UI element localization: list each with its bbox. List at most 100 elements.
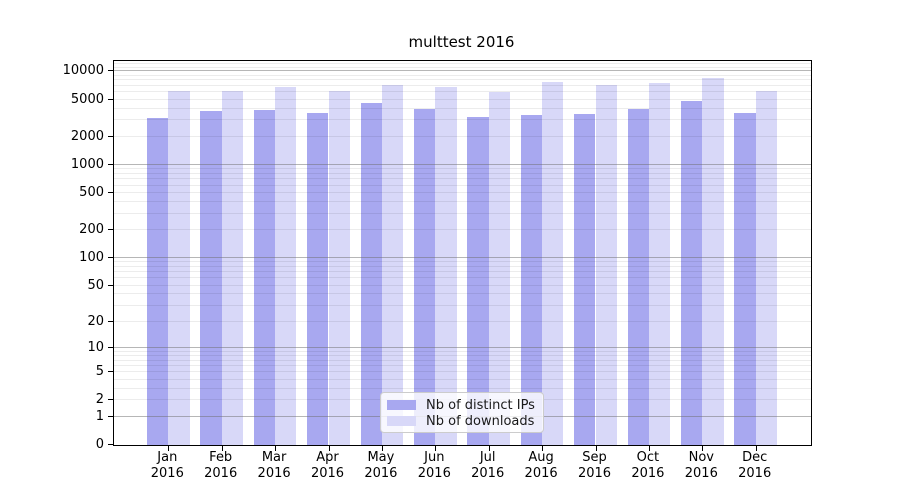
minor-gridline bbox=[114, 350, 811, 352]
x-axis-tick bbox=[542, 445, 544, 451]
major-gridline bbox=[114, 70, 811, 72]
x-axis-tick bbox=[381, 445, 383, 451]
x-axis-tick bbox=[221, 445, 223, 451]
y-axis-tick bbox=[108, 415, 114, 417]
minor-gridline bbox=[114, 284, 811, 286]
minor-gridline bbox=[114, 107, 811, 109]
y-tick-label: 1 bbox=[95, 408, 104, 424]
x-axis-tick bbox=[648, 445, 650, 451]
x-axis-tick bbox=[168, 445, 170, 451]
x-tick-label-month: May bbox=[367, 450, 395, 465]
minor-gridline bbox=[114, 119, 811, 121]
y-tick-label: 100 bbox=[79, 249, 104, 265]
x-tick-label: Jun 2016 bbox=[389, 450, 479, 481]
y-axis-tick bbox=[108, 163, 114, 165]
x-tick-label: Aug 2016 bbox=[496, 450, 586, 481]
bar-distinct-ips-jan bbox=[146, 118, 169, 445]
x-tick-label-year: 2016 bbox=[364, 465, 398, 481]
bar-downloads-dec bbox=[755, 90, 778, 445]
y-tick-label: 5000 bbox=[70, 91, 104, 107]
legend: Nb of distinct IPs Nb of downloads bbox=[380, 392, 544, 433]
minor-gridline bbox=[114, 228, 811, 230]
x-tick-label-month: Jan bbox=[157, 450, 178, 465]
bar-downloads-feb bbox=[221, 90, 244, 445]
bar-downloads-mar bbox=[275, 86, 297, 445]
bar-downloads-apr bbox=[328, 90, 350, 445]
minor-gridline bbox=[114, 365, 811, 367]
y-axis-tick bbox=[108, 98, 114, 100]
bar-downloads-may bbox=[381, 84, 404, 445]
x-tick-label: Dec 2016 bbox=[710, 450, 800, 481]
x-axis-tick bbox=[328, 445, 330, 451]
y-axis-tick bbox=[108, 444, 114, 445]
y-axis-tick bbox=[108, 399, 114, 401]
minor-gridline bbox=[114, 354, 811, 356]
x-tick-label-month: Apr bbox=[316, 450, 339, 465]
y-axis-tick bbox=[108, 228, 114, 230]
bar-distinct-ips-aug bbox=[520, 115, 543, 445]
x-tick-label-month: Dec bbox=[742, 450, 768, 465]
x-tick-label-year: 2016 bbox=[524, 465, 558, 481]
minor-gridline bbox=[114, 277, 811, 279]
minor-gridline bbox=[114, 293, 811, 295]
legend-swatch-distinct-ips bbox=[387, 400, 416, 410]
x-tick-label-year: 2016 bbox=[631, 465, 665, 481]
y-tick-label: 5 bbox=[95, 364, 104, 380]
bar-distinct-ips-mar bbox=[253, 110, 276, 445]
bar-distinct-ips-jun bbox=[413, 109, 436, 445]
y-tick-label: 50 bbox=[87, 277, 104, 293]
bar-distinct-ips-jul bbox=[467, 116, 489, 445]
minor-gridline bbox=[114, 135, 811, 137]
minor-gridline bbox=[114, 320, 811, 322]
bar-downloads-aug bbox=[542, 82, 564, 445]
minor-gridline bbox=[114, 261, 811, 262]
x-tick-label-month: Jul bbox=[479, 450, 496, 465]
y-tick-label: 2000 bbox=[70, 128, 104, 144]
x-tick-label-year: 2016 bbox=[577, 465, 612, 481]
x-axis-tick bbox=[702, 445, 704, 451]
bar-distinct-ips-apr bbox=[307, 112, 329, 445]
minor-gridline bbox=[114, 378, 811, 380]
y-axis-tick bbox=[108, 284, 114, 286]
minor-gridline bbox=[114, 168, 811, 169]
x-tick-label: Sep 2016 bbox=[550, 450, 640, 481]
bar-distinct-ips-may bbox=[360, 103, 382, 445]
minor-gridline bbox=[114, 98, 811, 100]
plot-area bbox=[108, 60, 812, 451]
legend-label-distinct-ips: Nb of distinct IPs bbox=[426, 397, 535, 413]
x-tick-label: Jan 2016 bbox=[122, 450, 212, 481]
minor-gridline bbox=[114, 66, 811, 68]
minor-gridline bbox=[114, 200, 811, 202]
x-axis-tick bbox=[755, 445, 757, 451]
minor-gridline bbox=[114, 359, 811, 361]
bar-distinct-ips-feb bbox=[200, 111, 222, 445]
bar-downloads-jan bbox=[168, 90, 190, 445]
minor-gridline bbox=[114, 84, 811, 86]
bar-downloads-sep bbox=[595, 85, 617, 445]
y-tick-label: 10000 bbox=[62, 63, 104, 79]
y-axis-tick bbox=[108, 371, 114, 373]
minor-gridline bbox=[114, 184, 811, 186]
y-tick-label: 500 bbox=[79, 184, 104, 200]
minor-gridline bbox=[114, 191, 811, 193]
x-tick-label-year: 2016 bbox=[471, 465, 505, 481]
minor-gridline bbox=[114, 212, 811, 214]
y-axis-tick bbox=[108, 135, 114, 137]
x-tick-label-month: Aug bbox=[528, 450, 554, 465]
minor-gridline bbox=[114, 265, 811, 267]
y-axis-tick bbox=[108, 191, 114, 193]
x-tick-label-month: Jun bbox=[424, 450, 445, 465]
y-axis-tick bbox=[108, 70, 114, 72]
legend-item-downloads: Nb of downloads bbox=[387, 413, 537, 429]
y-tick-label: 10 bbox=[87, 339, 104, 355]
x-tick-label-month: Oct bbox=[636, 450, 660, 465]
x-tick-label: Mar 2016 bbox=[229, 450, 319, 481]
x-tick-label: Feb 2016 bbox=[176, 450, 266, 481]
y-axis-tick bbox=[108, 346, 114, 348]
bar-downloads-oct bbox=[648, 82, 671, 445]
legend-label-downloads: Nb of downloads bbox=[426, 413, 535, 429]
minor-gridline bbox=[114, 178, 811, 180]
major-gridline bbox=[114, 163, 811, 165]
y-tick-label: 1000 bbox=[70, 156, 104, 172]
x-tick-label-month: Nov bbox=[688, 450, 714, 465]
